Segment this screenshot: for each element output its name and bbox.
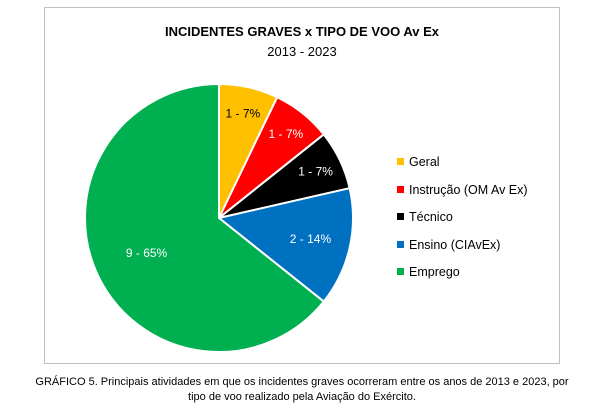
slice-label-2: 1 - 7%	[268, 127, 303, 141]
legend-swatch	[397, 213, 404, 221]
legend-swatch	[397, 158, 404, 166]
slice-label-3: 1 - 7%	[298, 164, 333, 178]
chart-subtitle: 2013 - 2023	[267, 44, 337, 59]
legend-item-2: Instrução (OM Av Ex)	[397, 182, 528, 198]
slice-label-5: 9 - 65%	[126, 246, 168, 260]
chart-frame: INCIDENTES GRAVES x TIPO DE VOO Av Ex 20…	[44, 7, 560, 364]
legend-label: Ensino (CIAvEx)	[409, 237, 501, 252]
legend-item-3: Técnico	[397, 209, 453, 225]
legend-swatch	[397, 268, 404, 276]
caption-line-2: tipo de voo realizado pela Aviação do Ex…	[188, 391, 416, 403]
legend-swatch	[397, 240, 404, 248]
legend-item-5: Emprego	[397, 264, 460, 280]
pie-chart: 1 - 7% 1 - 7% 1 - 7% 2 - 14% 9 - 65%	[84, 82, 354, 353]
legend-swatch	[397, 185, 404, 193]
caption-line-1: GRÁFICO 5. Principais atividades em que …	[35, 376, 569, 388]
figure-caption: GRÁFICO 5. Principais atividades em que …	[0, 375, 604, 405]
pie-slice-4	[216, 186, 354, 303]
legend-item-1: Geral	[397, 154, 440, 170]
chart-title: INCIDENTES GRAVES x TIPO DE VOO Av Ex	[164, 24, 440, 39]
legend-label: Instrução (OM Av Ex)	[409, 182, 528, 197]
slice-label-1: 1 - 7%	[226, 106, 261, 120]
slice-label-4: 2 - 14%	[290, 232, 332, 246]
pie-slice-5	[84, 82, 326, 353]
legend-label: Emprego	[409, 265, 460, 279]
legend-label: Geral	[409, 155, 440, 169]
legend-label: Técnico	[409, 210, 453, 224]
legend-item-4: Ensino (CIAvEx)	[397, 237, 500, 253]
